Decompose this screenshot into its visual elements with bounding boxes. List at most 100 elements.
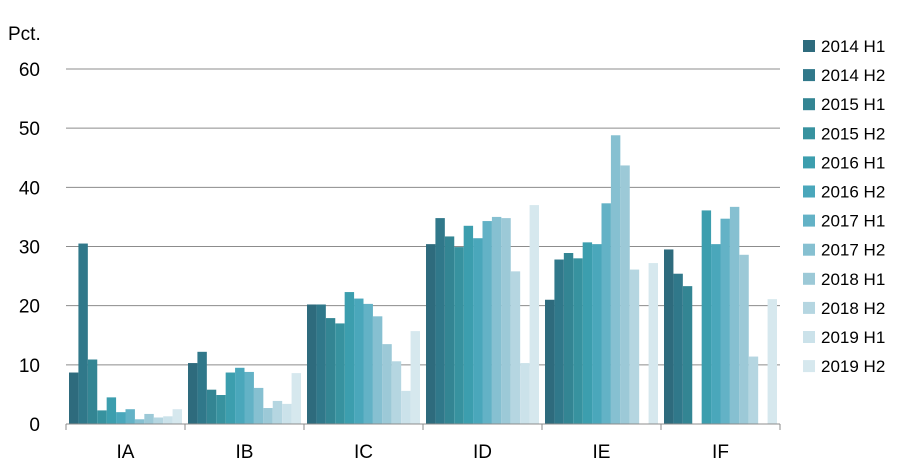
bar [144,413,154,424]
bar [225,372,236,424]
bar [554,259,564,424]
bar [529,205,539,424]
bar [491,216,502,424]
bar [520,363,530,424]
bar [463,225,474,424]
bar [592,244,602,424]
bar [206,389,217,424]
bar [473,238,483,424]
legend-label: 2018 H2 [821,299,885,318]
legend-swatch [803,127,815,140]
bar [172,409,182,424]
y-axis-label: Pct. [8,24,41,45]
bar [582,242,593,424]
bar [748,356,759,424]
bar [648,263,658,424]
bar [629,269,640,424]
legend-label: 2017 H1 [821,212,885,231]
bar [272,400,283,424]
y-tick-label: 20 [19,297,40,318]
legend-label: 2018 H1 [821,270,885,289]
bar [601,203,611,424]
bar [729,206,740,424]
y-tick-label: 10 [19,356,40,377]
y-tick-label: 0 [29,415,40,436]
bar [701,210,712,424]
bar [87,359,98,424]
bar [444,236,455,424]
bar [69,372,79,424]
legend-swatch [803,98,815,111]
x-tick-label: IF [712,442,729,463]
bar [282,403,292,424]
y-tick-label: 50 [19,119,40,140]
bar [382,344,392,424]
bar [435,218,445,424]
legend-swatch [803,243,815,256]
bar [163,416,173,424]
bar [454,247,464,424]
legend-label: 2015 H1 [821,95,885,114]
bar [125,409,135,424]
legend-swatch [803,360,815,373]
bar [720,218,730,424]
bar [510,271,521,424]
bar [391,361,402,424]
legend: 2014 H1 2014 H2 2015 H1 2015 H2 2016 H1 2016 … [803,37,885,376]
bar [372,316,383,424]
legend-label: 2017 H2 [821,241,885,260]
x-axis: IA IB IC ID IE IF [65,423,781,463]
bar [545,299,555,424]
bar [401,390,411,424]
legend-swatch [803,156,815,169]
bar [482,221,492,424]
bar [253,387,264,424]
bar [673,273,683,424]
bar [363,303,373,424]
bar [325,318,336,424]
legend-swatch [803,69,815,82]
x-tick-label: IE [593,442,611,463]
bar [216,395,226,424]
legend-swatch [803,331,815,343]
bar [664,249,674,424]
bar [235,367,245,424]
bar [153,417,164,424]
legend-label: 2015 H2 [821,124,885,143]
bar [291,373,301,424]
legend-label: 2016 H2 [821,183,885,202]
y-tick-label: 60 [19,60,40,81]
bar [610,135,621,424]
legend-swatch [803,272,815,285]
bars [69,135,777,425]
x-tick-label: IA [117,442,135,463]
gridlines [66,68,780,366]
legend-swatch [803,301,815,314]
x-tick-label: ID [473,442,492,463]
bar [97,410,107,424]
bar [682,286,693,424]
y-tick-label: 30 [19,238,40,259]
legend-label: 2016 H1 [821,153,885,172]
y-axis-ticks: 0 10 20 30 40 50 60 [19,60,40,436]
bar [711,244,721,424]
bar [244,371,254,424]
x-tick-label: IC [354,442,373,463]
bar [563,253,574,424]
bar [620,165,630,425]
bar [78,243,88,424]
legend-swatch [803,40,815,52]
bar [426,244,436,424]
bar [573,258,583,424]
bar [307,304,317,424]
x-tick-label: IB [236,442,254,463]
bar [739,254,749,424]
legend-label: 2019 H2 [821,357,885,376]
bar [188,363,198,424]
bar [767,299,777,424]
bar [134,419,145,424]
bar [501,218,511,424]
bar [335,323,345,424]
legend-swatch [803,185,815,198]
